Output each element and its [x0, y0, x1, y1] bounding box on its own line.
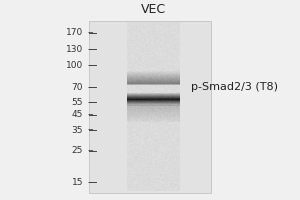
- Text: 25: 25: [72, 146, 83, 155]
- Text: --: --: [87, 178, 94, 187]
- Text: 170: 170: [66, 28, 83, 37]
- Text: 45: 45: [72, 110, 83, 119]
- Text: --: --: [87, 98, 94, 107]
- Text: 70: 70: [71, 83, 83, 92]
- Text: --: --: [87, 61, 94, 70]
- Text: --: --: [87, 110, 94, 119]
- Text: 15: 15: [71, 178, 83, 187]
- Text: --: --: [87, 45, 94, 54]
- Text: --: --: [87, 146, 94, 155]
- Text: 130: 130: [66, 45, 83, 54]
- FancyBboxPatch shape: [89, 21, 211, 193]
- Text: 100: 100: [66, 61, 83, 70]
- Text: --: --: [87, 28, 94, 37]
- Text: 55: 55: [71, 98, 83, 107]
- Text: p-Smad2/3 (T8): p-Smad2/3 (T8): [191, 82, 278, 92]
- Text: --: --: [87, 83, 94, 92]
- Text: 35: 35: [71, 126, 83, 135]
- Text: VEC: VEC: [140, 3, 166, 16]
- Text: --: --: [87, 126, 94, 135]
